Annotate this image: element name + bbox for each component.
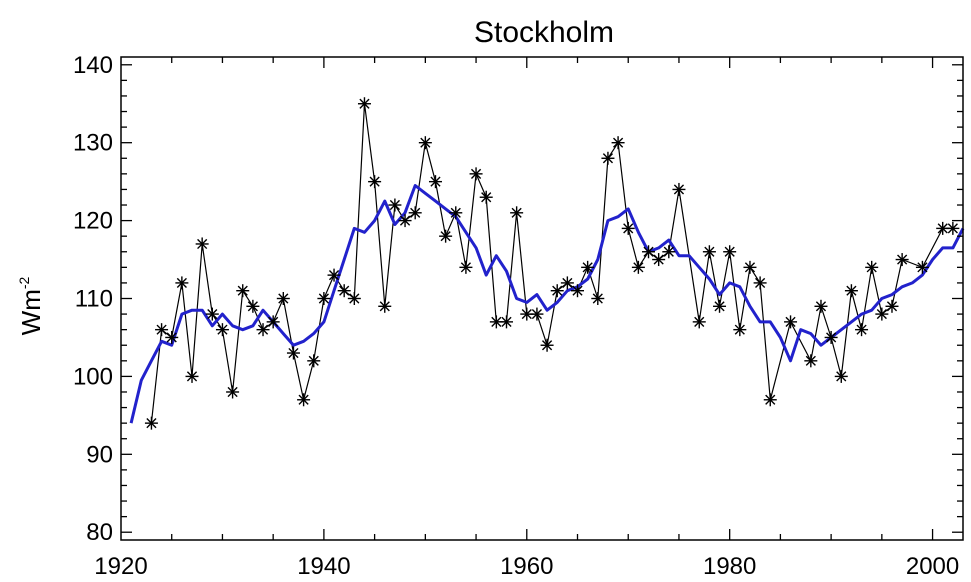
annual-point: [236, 284, 250, 298]
annual-point: [895, 253, 909, 267]
annual-point: [449, 206, 463, 220]
annual-point: [642, 245, 656, 259]
annual-point: [581, 260, 595, 274]
annual-point: [195, 237, 209, 251]
annual-point: [439, 229, 453, 243]
annual-point: [368, 175, 382, 189]
annual-point: [591, 292, 605, 305]
annual-point: [428, 175, 442, 189]
annual-point: [398, 214, 412, 228]
annual-point: [611, 136, 625, 150]
annual-point: [834, 369, 848, 383]
annual-point: [824, 330, 838, 344]
y-tick-label: 90: [86, 441, 113, 468]
annual-point: [327, 268, 341, 282]
annual-point: [165, 330, 179, 344]
annual-point: [915, 260, 929, 274]
annual-point: [621, 221, 635, 235]
annual-point: [885, 299, 899, 313]
y-tick-label: 120: [73, 208, 113, 235]
annual-point: [865, 260, 879, 274]
annual-point: [297, 393, 311, 407]
y-tick-label: 100: [73, 363, 113, 390]
annual-point: [357, 97, 371, 111]
annual-point: [560, 276, 574, 290]
y-axis-label: Wm-2: [16, 276, 46, 335]
smoothed-series-line: [129, 184, 965, 424]
annual-point: [388, 198, 402, 212]
y-tick-label: 130: [73, 130, 113, 157]
annual-point: [631, 260, 645, 274]
annual-point: [205, 307, 219, 321]
annual-point: [266, 315, 280, 329]
annual-point: [804, 354, 818, 368]
y-tick-label: 110: [75, 286, 113, 313]
annual-point: [347, 292, 361, 305]
annual-point: [479, 190, 493, 204]
annual-point: [185, 369, 199, 383]
annual-point: [307, 354, 321, 368]
annual-point: [702, 245, 716, 259]
annual-point: [276, 292, 290, 305]
annual-point: [246, 299, 260, 313]
x-tick-label: 1960: [500, 553, 553, 580]
annual-point: [733, 323, 747, 337]
annual-point: [540, 338, 554, 352]
annual-point: [652, 253, 666, 267]
y-axis-label-base: Wm: [16, 289, 46, 335]
annual-point: [418, 136, 432, 150]
annual-point: [550, 284, 564, 298]
annual-point: [530, 307, 544, 321]
annual-point: [743, 260, 757, 274]
y-tick-label: 140: [73, 52, 113, 79]
annual-point: [763, 393, 777, 407]
annual-point: [875, 307, 889, 321]
ticks: 1920 1940 1960 1980 2000 80 90 100 110 120 130 140: [73, 52, 963, 580]
annual-point: [571, 284, 585, 298]
y-tick-label: 80: [86, 519, 113, 546]
plot-frame: [120, 56, 964, 541]
annual-point: [469, 167, 483, 181]
annual-point: [692, 315, 706, 329]
annual-point: [844, 284, 858, 298]
annual-point: [215, 323, 229, 337]
y-axis-label-superscript: -2: [16, 276, 32, 289]
series-layer: [129, 97, 965, 430]
annual-point: [672, 182, 686, 196]
x-tick-label: 1980: [703, 553, 756, 580]
annual-point: [814, 299, 828, 313]
annual-point: [408, 206, 422, 220]
annual-point: [175, 276, 189, 290]
annual-point: [256, 323, 270, 337]
annual-point: [144, 416, 158, 430]
annual-point: [855, 323, 869, 337]
annual-point: [784, 315, 798, 329]
annual-point: [601, 151, 615, 165]
chart-title: Stockholm: [474, 16, 614, 49]
annual-point: [286, 346, 300, 360]
annual-point: [317, 292, 331, 305]
annual-point: [723, 245, 737, 259]
annual-point: [499, 315, 513, 329]
annual-point: [713, 299, 727, 313]
annual-point: [378, 299, 392, 313]
annual-point: [662, 245, 676, 259]
x-tick-label: 2000: [906, 553, 959, 580]
annual-point: [337, 284, 351, 298]
annual-point: [226, 385, 240, 399]
annual-point: [155, 323, 169, 337]
annual-point: [510, 206, 524, 220]
annual-point: [946, 221, 960, 235]
x-tick-label: 1940: [297, 553, 350, 580]
annual-point: [753, 276, 767, 290]
x-tick-label: 1920: [94, 553, 147, 580]
annual-point: [459, 260, 473, 274]
annual-series-line: [150, 103, 953, 424]
